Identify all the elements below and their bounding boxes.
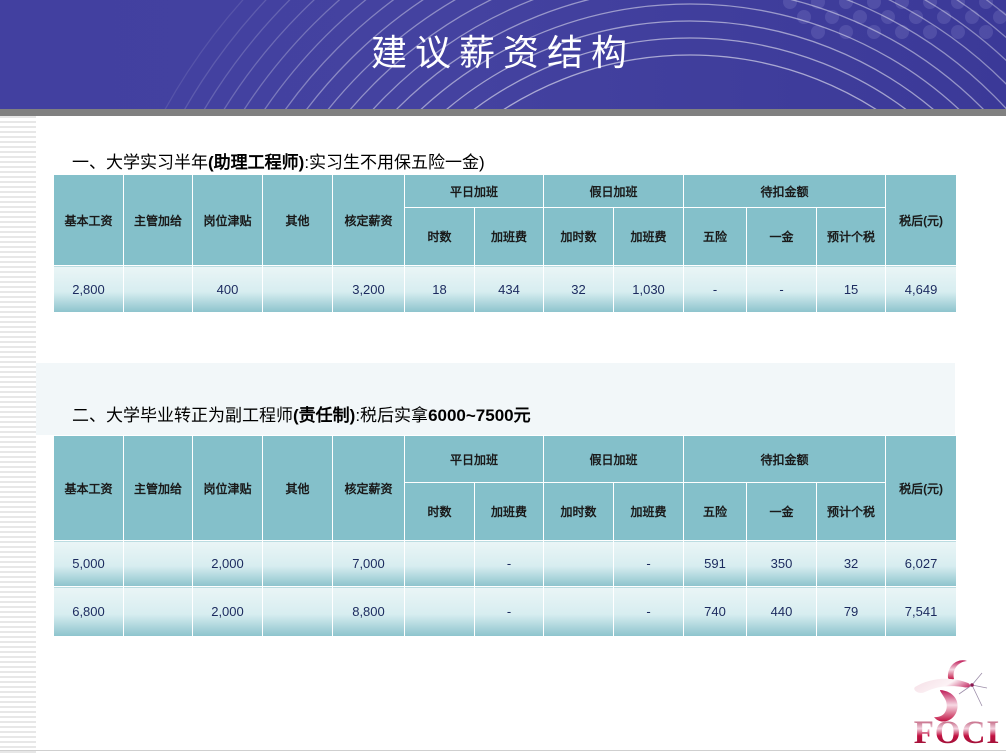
svg-text:FOCI: FOCI [914, 715, 1001, 751]
